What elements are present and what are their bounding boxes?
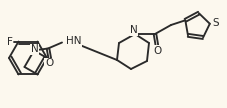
Text: S: S xyxy=(212,18,219,28)
Text: N: N xyxy=(31,44,38,55)
Text: N: N xyxy=(130,25,138,35)
Text: O: O xyxy=(154,46,162,56)
Text: F: F xyxy=(7,37,12,47)
Text: O: O xyxy=(45,59,53,68)
Text: HN: HN xyxy=(66,37,81,47)
